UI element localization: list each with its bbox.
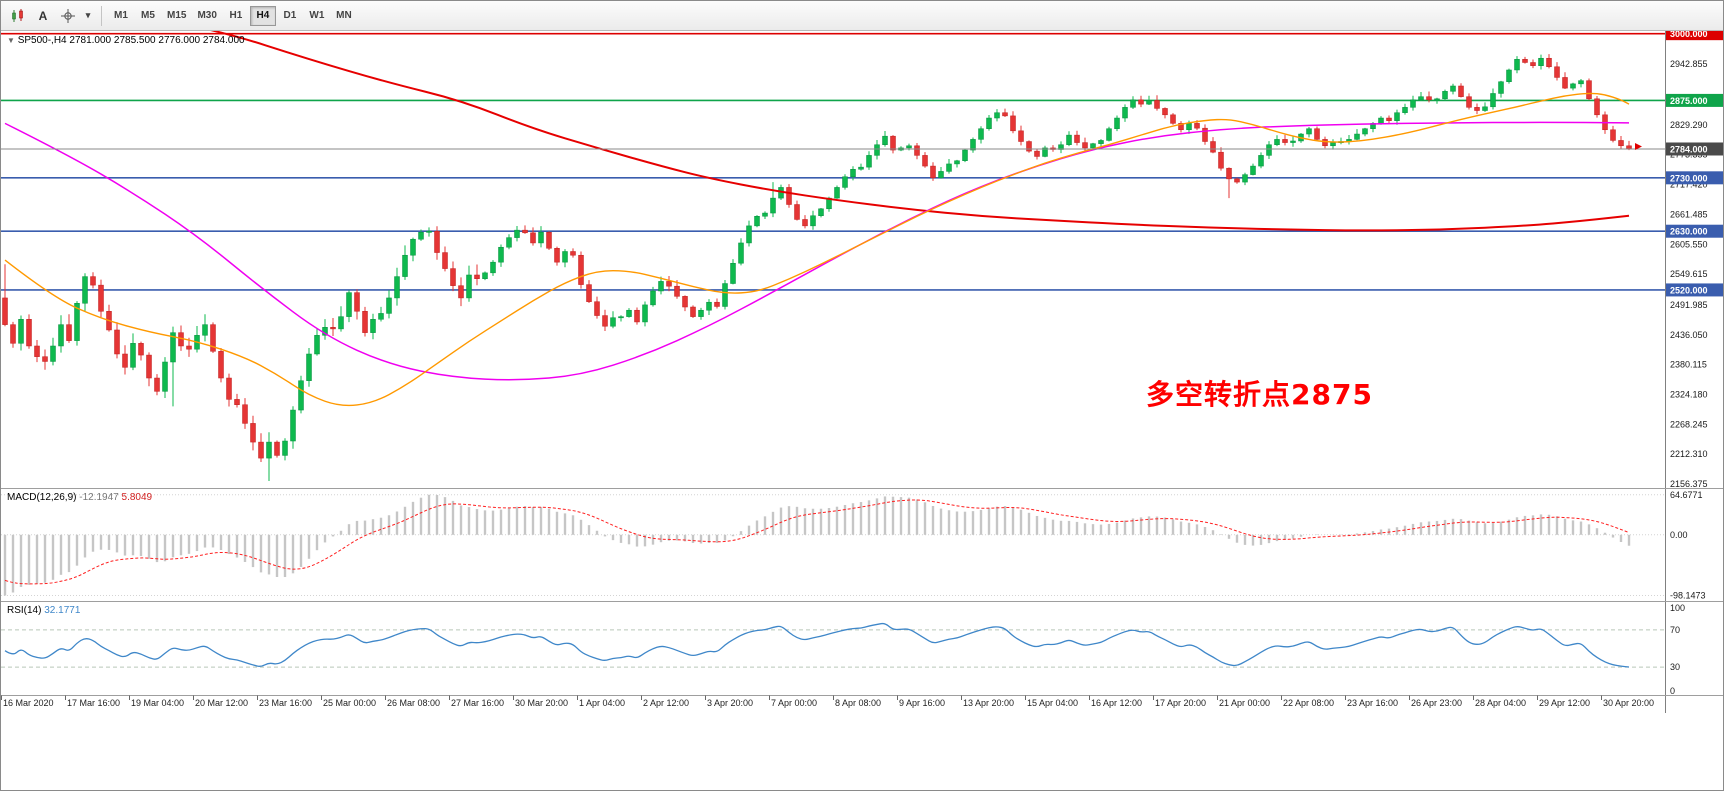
- caret-down-icon[interactable]: ▾: [85, 10, 91, 20]
- chart-type-button[interactable]: [6, 5, 30, 27]
- rsi-value: 32.1771: [44, 605, 81, 616]
- time-axis-label: 16 Apr 12:00: [1091, 698, 1143, 708]
- time-axis-label: 17 Apr 20:00: [1155, 698, 1207, 708]
- ma-magenta-line: [4, 121, 1630, 381]
- ma-red-line: [210, 31, 1630, 232]
- timeframe-button-mn[interactable]: MN: [336, 10, 352, 21]
- svg-text:3000.000: 3000.000: [1670, 31, 1708, 39]
- rsi-axis-label: 30: [1670, 662, 1680, 672]
- time-axis-label: 7 Apr 00:00: [771, 698, 818, 708]
- rsi-axis-label: 70: [1670, 625, 1680, 635]
- price-axis-tick: 2549.615: [1670, 269, 1708, 279]
- price-axis-tick: 2380.115: [1670, 360, 1707, 370]
- time-axis-label: 13 Apr 20:00: [963, 698, 1015, 708]
- ma-orange-line: [4, 92, 1630, 407]
- time-axis[interactable]: 16 Mar 2020 17 Mar 16:00 19 Mar 04:00 20 Ma…: [1, 698, 1665, 713]
- timeframe-button-h4[interactable]: H4: [249, 5, 276, 26]
- macd-axis-label: 64.6771: [1670, 490, 1703, 500]
- chart-ohlc: 2781.000 2785.500 2776.000 2784.000: [69, 35, 245, 46]
- price-axis-tick: 2324.180: [1670, 389, 1708, 399]
- chart-area[interactable]: 2942.8552829.2902773.3552717.4202661.485…: [1, 31, 1724, 791]
- chart-canvas[interactable]: 2942.8552829.2902773.3552717.4202661.485…: [1, 31, 1724, 791]
- price-tag: [1666, 171, 1723, 185]
- time-axis-label: 2 Apr 12:00: [643, 698, 690, 708]
- time-axis-label: 26 Apr 23:00: [1411, 698, 1463, 708]
- time-axis-label: 8 Apr 08:00: [835, 698, 882, 708]
- svg-text:2730.000: 2730.000: [1670, 173, 1708, 183]
- rsi-name: RSI(14): [7, 605, 42, 616]
- time-axis-label: 15 Apr 04:00: [1027, 698, 1079, 708]
- time-axis-label: 23 Mar 16:00: [259, 698, 313, 708]
- time-axis-label: 29 Apr 12:00: [1539, 698, 1591, 708]
- price-tag: [1666, 283, 1723, 297]
- price-axis-tick: 2491.985: [1670, 300, 1708, 310]
- rsi-axis-label: 0: [1670, 686, 1675, 696]
- chart-annotation-text[interactable]: 多空转折点2875: [1146, 378, 1373, 411]
- annotate-button[interactable]: A: [38, 8, 48, 23]
- svg-text:2875.000: 2875.000: [1670, 96, 1708, 106]
- collapse-icon: ▼: [7, 36, 15, 45]
- time-axis-label: 28 Apr 04:00: [1475, 698, 1527, 708]
- price-axis-tick: 2156.375: [1670, 479, 1708, 489]
- time-axis-label: 19 Mar 04:00: [131, 698, 185, 708]
- time-axis-label: 17 Mar 16:00: [67, 698, 121, 708]
- candlestick-chart-icon: [12, 8, 23, 22]
- svg-text:2630.000: 2630.000: [1670, 227, 1708, 237]
- rsi-line: [4, 622, 1630, 668]
- macd-name: MACD(12,26,9): [7, 492, 77, 503]
- time-axis-label: 21 Apr 00:00: [1219, 698, 1271, 708]
- price-tag: [1666, 224, 1723, 238]
- toolbar-separator: [101, 5, 102, 26]
- chart-symbol-period: SP500-,H4: [17, 35, 67, 46]
- timeframe-button-h1[interactable]: H1: [229, 10, 243, 21]
- timeframe-group: M1 M5 M15 M30 H1 H4 D1 W1 MN: [108, 5, 357, 26]
- timeframe-button-m5[interactable]: M5: [141, 10, 155, 21]
- price-axis-tick: 2436.050: [1670, 330, 1708, 340]
- rsi-indicator-label: RSI(14) 32.1771: [7, 605, 80, 616]
- time-axis-label: 1 Apr 04:00: [579, 698, 626, 708]
- timeframe-button-d1[interactable]: D1: [283, 10, 297, 21]
- last-price-marker: [1635, 142, 1642, 150]
- macd-axis-label: 0.00: [1670, 530, 1688, 540]
- time-axis-label: 22 Apr 08:00: [1283, 698, 1335, 708]
- timeframe-button-m1[interactable]: M1: [114, 10, 128, 21]
- time-axis-label: 23 Apr 16:00: [1347, 698, 1399, 708]
- price-axis-tick: 2829.290: [1670, 120, 1708, 130]
- price-tag: [1666, 142, 1723, 156]
- cursor-button[interactable]: [56, 5, 80, 27]
- time-axis-label: 25 Mar 00:00: [323, 698, 377, 708]
- svg-text:2520.000: 2520.000: [1670, 285, 1708, 295]
- timeframe-button-w1[interactable]: W1: [309, 10, 325, 21]
- price-axis-tick: 2268.245: [1670, 419, 1708, 429]
- time-axis-label: 30 Apr 20:00: [1603, 698, 1655, 708]
- time-axis-label: 26 Mar 08:00: [387, 698, 441, 708]
- svg-text:2784.000: 2784.000: [1670, 144, 1708, 154]
- price-tag: [1666, 93, 1723, 107]
- price-axis-tick: 2942.855: [1670, 59, 1708, 69]
- time-axis-label: 20 Mar 12:00: [195, 698, 249, 708]
- crosshair-icon: [61, 8, 75, 23]
- price-axis-tick: 2212.310: [1670, 449, 1708, 459]
- price-axis-tick: 2661.485: [1670, 209, 1708, 219]
- rsi-axis-label: 100: [1670, 603, 1685, 613]
- timeframe-button-m15[interactable]: M15: [167, 10, 187, 21]
- macd-value: -12.1947: [79, 492, 119, 503]
- price-axis-tick: 2717.420: [1670, 180, 1708, 190]
- macd-indicator-label: MACD(12,26,9) -12.1947 5.8049: [7, 492, 152, 503]
- toolbar: A ▾ M1 M5 M15 M30 H1 H4 D1 W1 MN: [1, 1, 1723, 31]
- macd-signal-line: [4, 499, 1630, 585]
- time-axis-label: 30 Mar 20:00: [515, 698, 569, 708]
- price-tag: [1666, 31, 1723, 41]
- time-axis-label: 3 Apr 20:00: [707, 698, 754, 708]
- time-axis-label: 27 Mar 16:00: [451, 698, 505, 708]
- timeframe-button-m30[interactable]: M30: [197, 10, 217, 21]
- macd-signal-value: 5.8049: [121, 492, 153, 503]
- macd-axis-label: -98.1473: [1670, 591, 1706, 601]
- price-axis[interactable]: [1666, 31, 1724, 791]
- time-axis-label: 16 Mar 2020: [3, 698, 54, 708]
- price-axis-tick: 2605.550: [1670, 239, 1708, 249]
- time-axis-label: 9 Apr 16:00: [899, 698, 946, 708]
- chart-title: ▼ SP500-,H4 2781.000 2785.500 2776.000 2…: [7, 35, 245, 46]
